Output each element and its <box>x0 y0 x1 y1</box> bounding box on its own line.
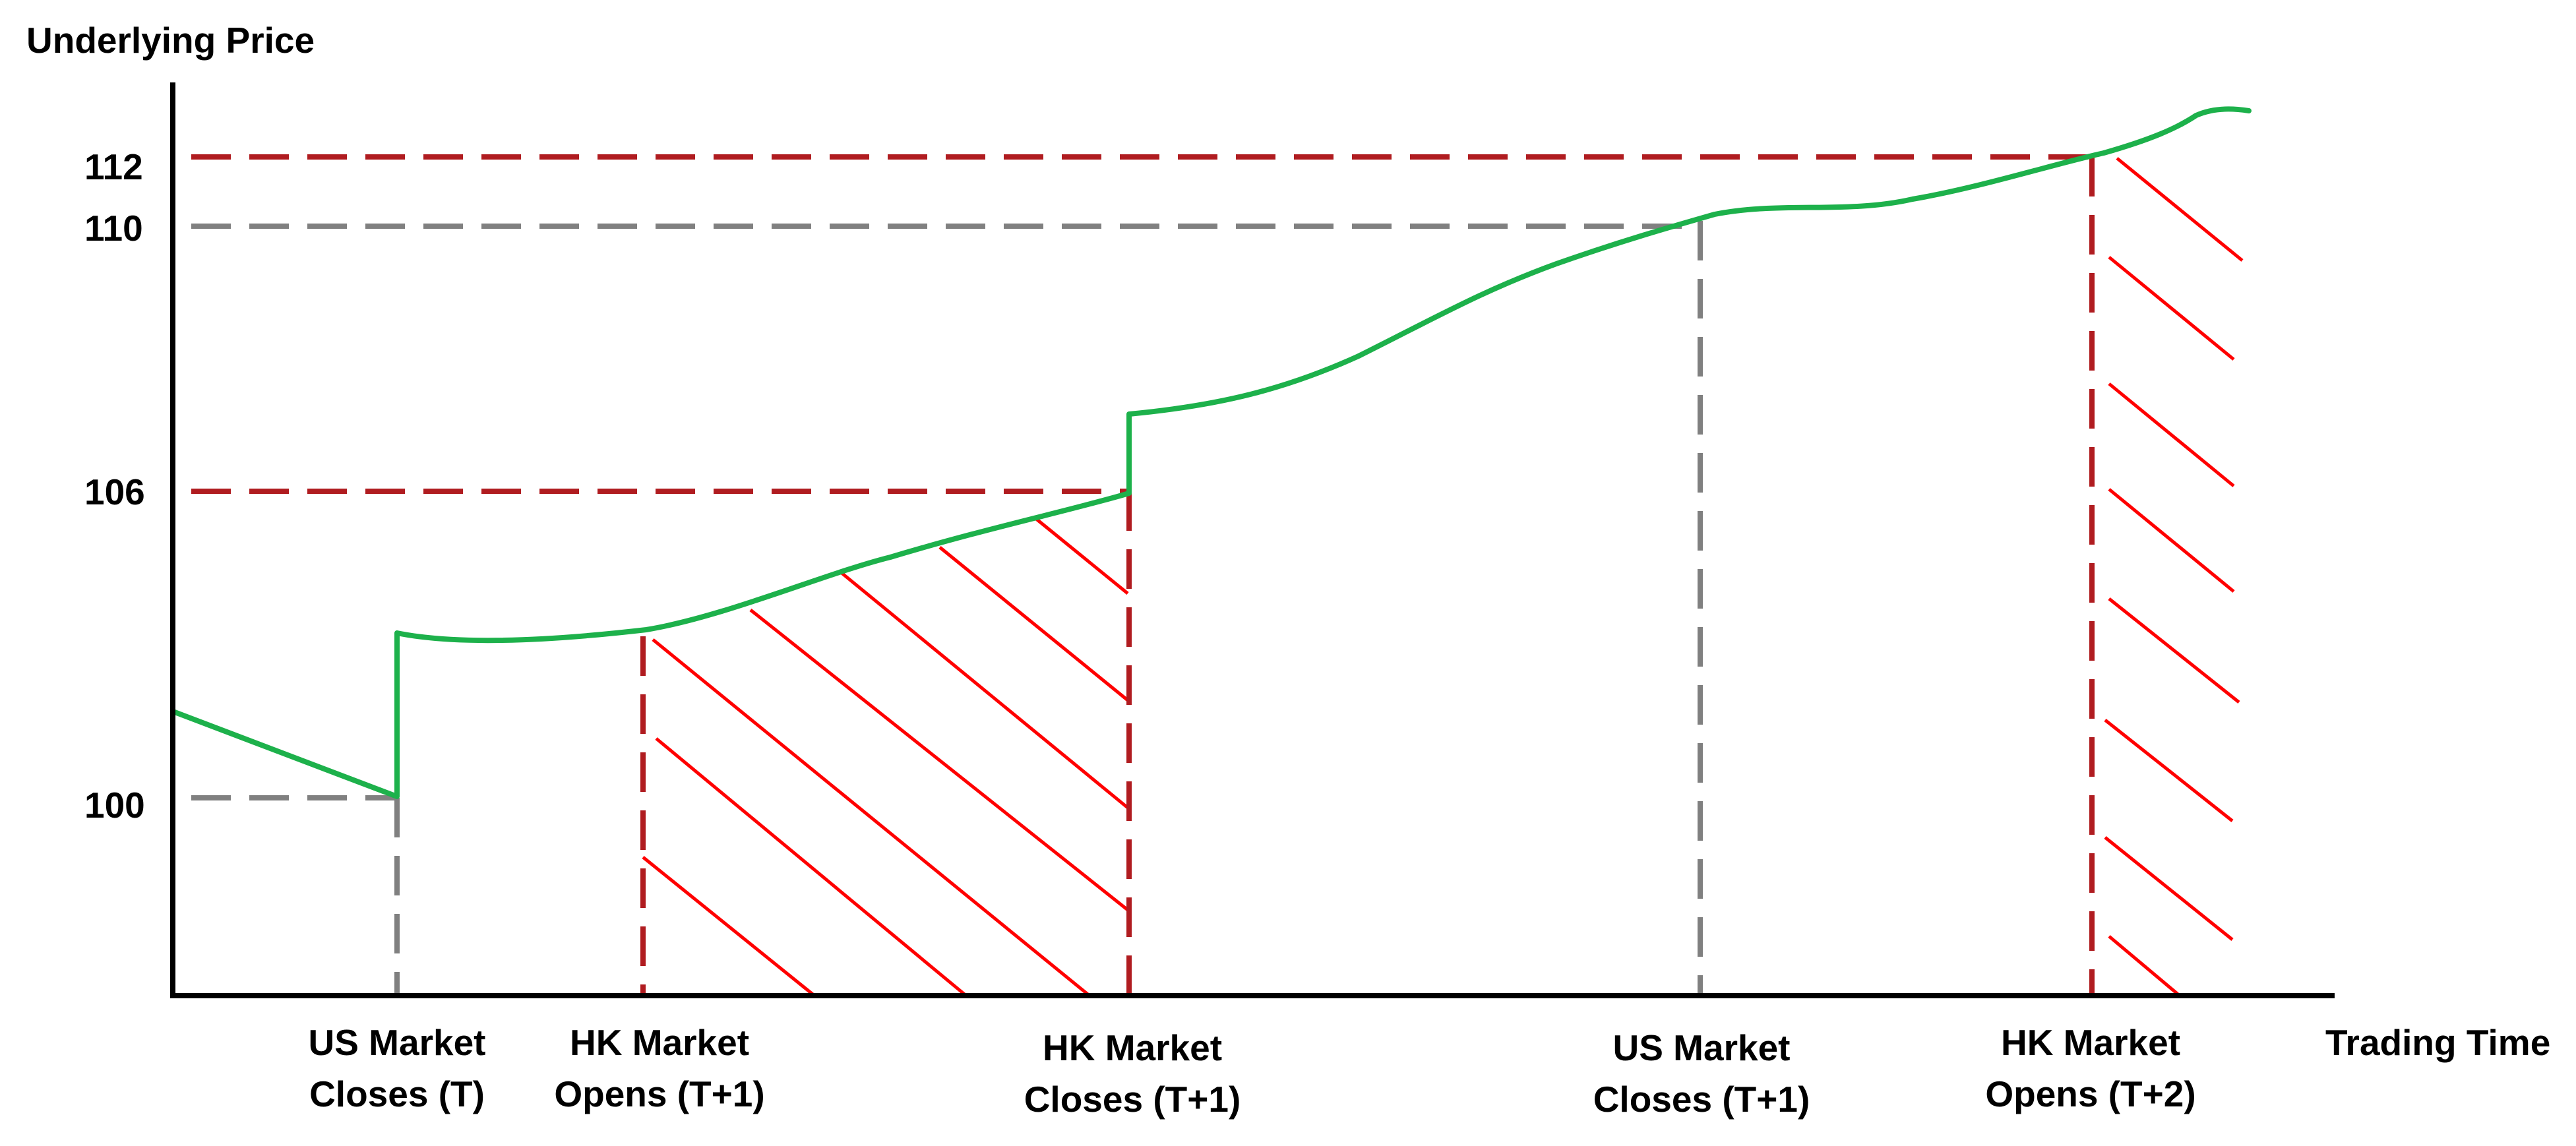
event-label-hk-open-t2-line2: Opens (T+2) <box>1985 1073 2195 1114</box>
event-label-hk-open-t1-line2: Opens (T+1) <box>554 1073 764 1114</box>
hatch-line <box>749 609 1129 911</box>
hatch-line <box>2108 256 2235 361</box>
event-label-us-close-t-line2: Closes (T) <box>309 1073 485 1114</box>
hatch-line <box>938 546 1129 702</box>
event-lines <box>394 157 2095 996</box>
hatch-line <box>642 856 816 997</box>
y-axis-title: Underlying Price <box>26 20 315 61</box>
hatch-line <box>840 571 1129 809</box>
y-tick-label-106: 106 <box>84 471 145 512</box>
hatch-line <box>2108 597 2240 704</box>
hatch-line <box>2104 719 2234 822</box>
hatch-region-t1 <box>642 517 1129 997</box>
event-label-hk-open-t2-line1: HK Market <box>2001 1022 2180 1063</box>
hatch-line <box>2104 836 2234 941</box>
hatch-line <box>652 638 1091 997</box>
hatch-line <box>655 737 967 997</box>
event-label-hk-close-t1-line2: Closes (T+1) <box>1024 1079 1241 1120</box>
hatch-region-t2 <box>2104 157 2244 997</box>
hatch-line <box>2108 382 2235 487</box>
hatch-line <box>1034 517 1129 595</box>
y-tick-label-100: 100 <box>84 785 145 826</box>
hatch-line <box>2108 935 2181 997</box>
reference-lines <box>191 154 2092 800</box>
event-label-us-close-t1-line2: Closes (T+1) <box>1593 1079 1810 1120</box>
x-axis-title: Trading Time <box>2325 1022 2550 1063</box>
y-tick-label-112: 112 <box>84 146 143 187</box>
hatch-line <box>2108 488 2235 593</box>
event-label-hk-open-t1-line1: HK Market <box>570 1022 749 1063</box>
event-labels: US Market Closes (T) HK Market Opens (T+… <box>309 1022 2196 1120</box>
axes <box>170 82 2335 998</box>
event-label-hk-close-t1-line1: HK Market <box>1043 1027 1222 1068</box>
hatch-line <box>2116 157 2244 262</box>
price-line <box>172 106 2252 799</box>
event-label-us-close-t1-line1: US Market <box>1613 1027 1791 1068</box>
event-label-us-close-t-line1: US Market <box>309 1022 486 1063</box>
y-tick-label-110: 110 <box>84 208 143 249</box>
